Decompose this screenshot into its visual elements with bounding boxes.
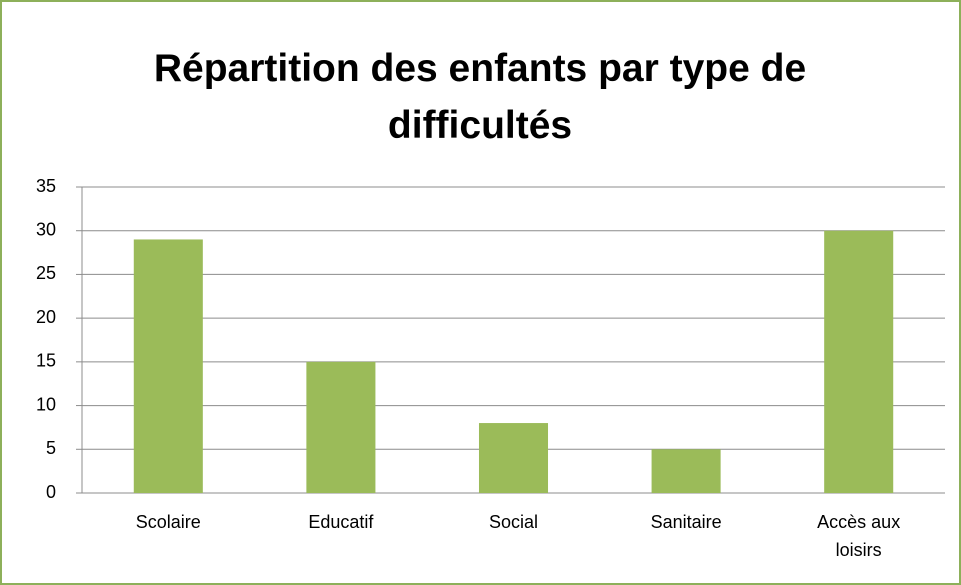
x-tick-label: Social [488,512,539,532]
bar [306,361,376,493]
bar [824,230,894,493]
y-tick-label: 25 [36,263,56,283]
x-tick-label: Scolaire [135,512,201,532]
x-tick-label: Accès aux loisirs [817,512,901,560]
y-tick-label: 15 [36,351,56,371]
x-tick-label: Educatif [308,512,374,532]
bar [478,423,549,493]
y-tick-label: 35 [36,176,56,196]
x-tick-label: Sanitaire [650,512,722,532]
y-tick-label: 5 [46,438,56,458]
bar [133,239,203,493]
y-tick-label: 10 [36,394,56,414]
chart-title: Répartition des enfants par type de diff… [153,47,807,147]
y-tick-label: 20 [36,307,56,327]
bar [651,449,721,493]
y-tick-label: 30 [36,219,56,239]
y-tick-label: 0 [46,482,56,502]
